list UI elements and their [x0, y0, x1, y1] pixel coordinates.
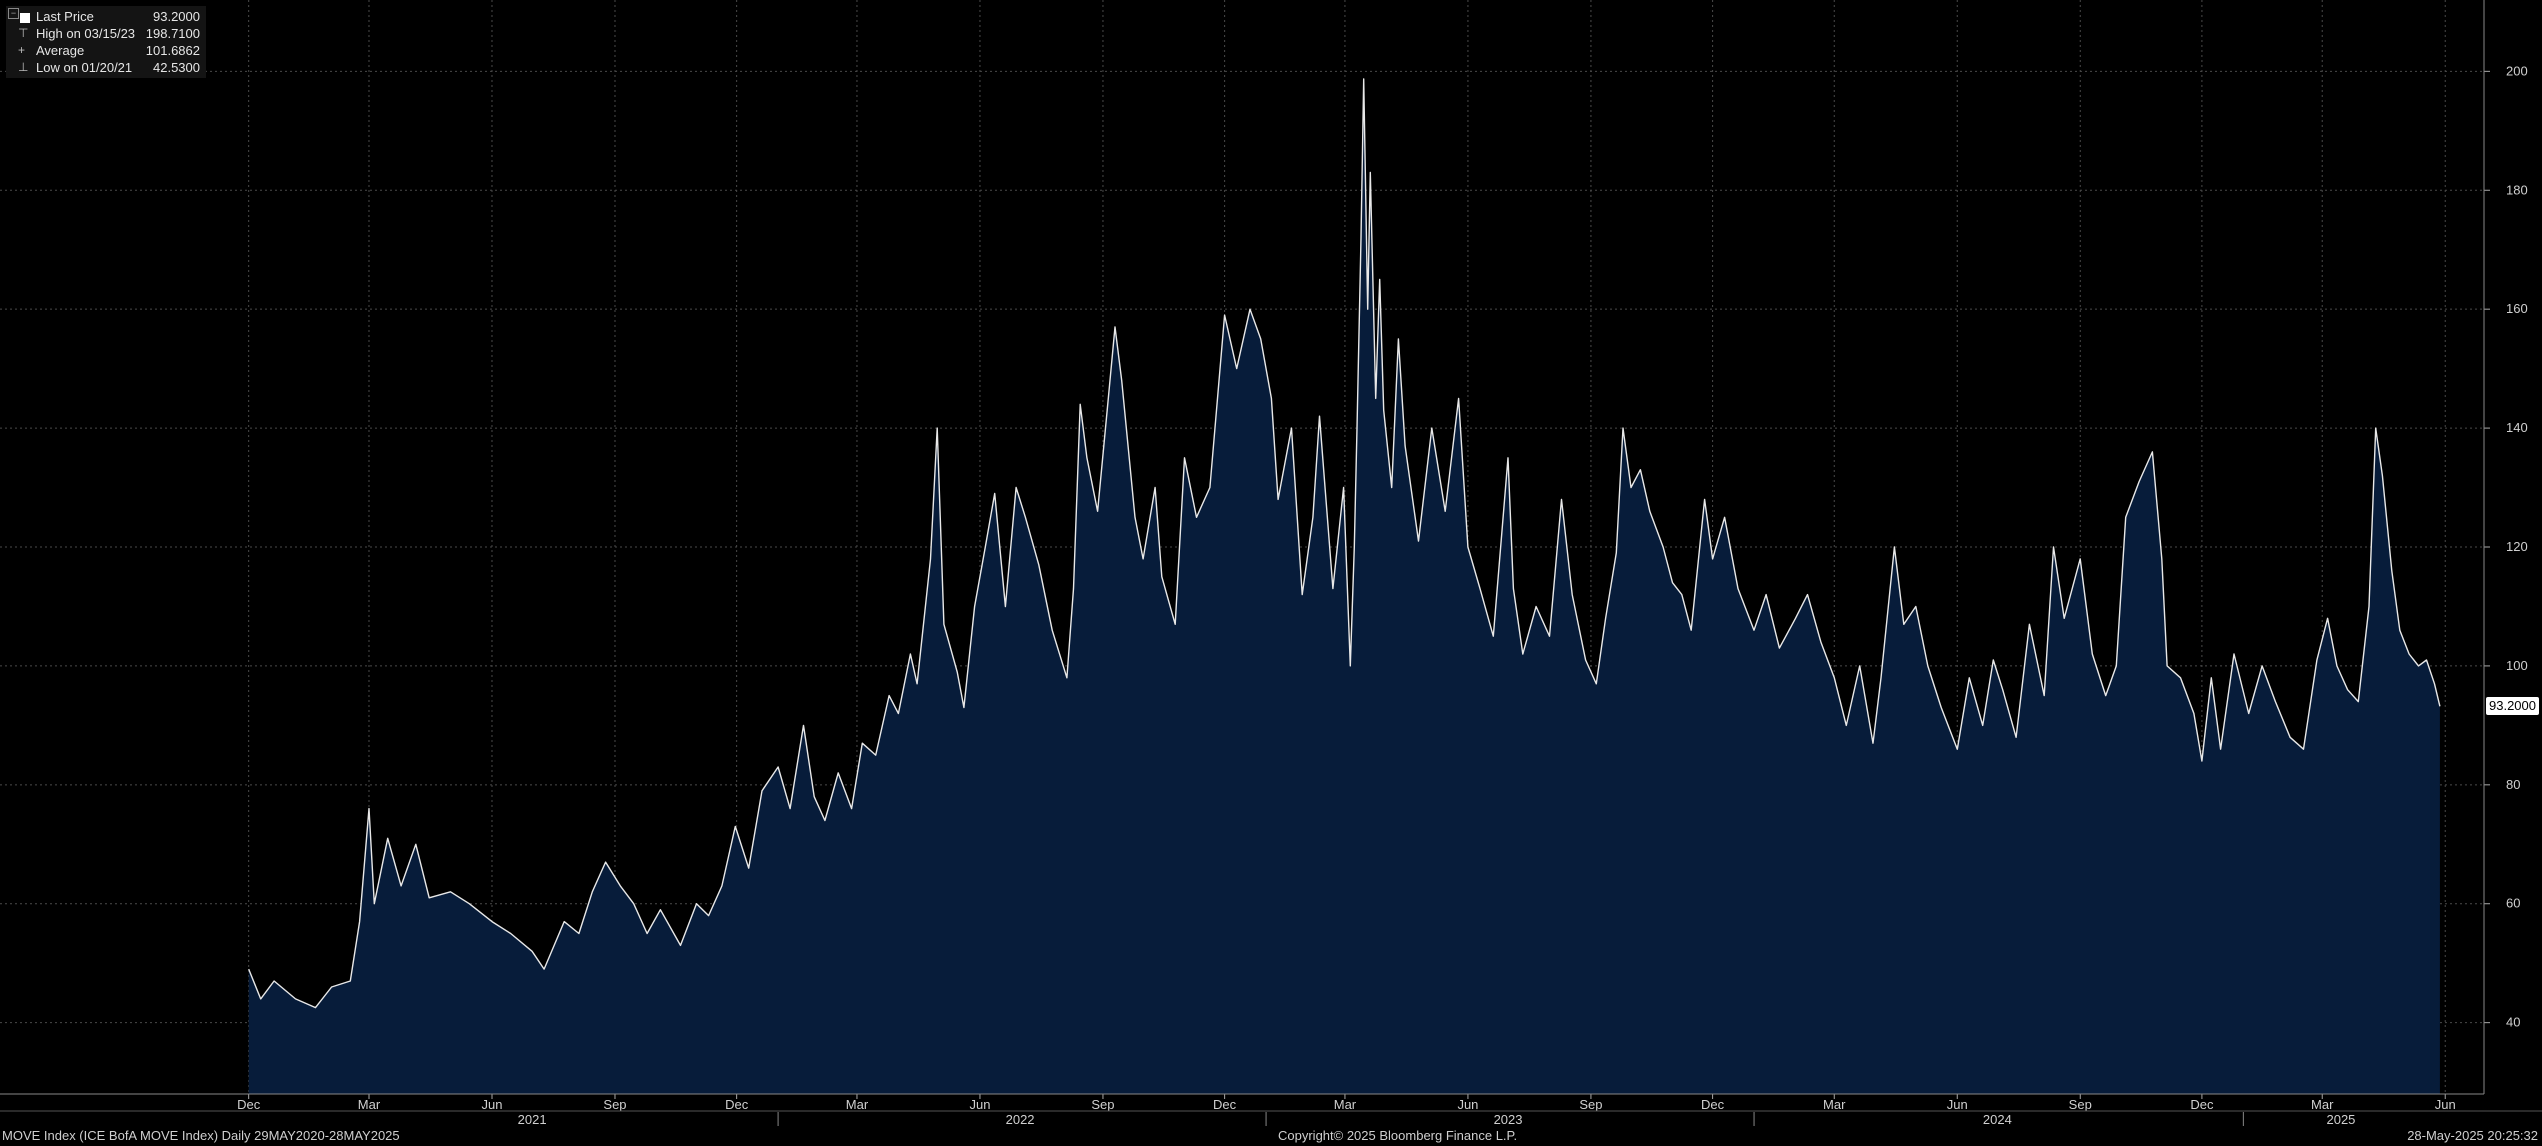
x-month-label: Jun	[969, 1097, 990, 1112]
legend-label: High on 03/15/23	[36, 26, 136, 41]
x-month-label: Dec	[2190, 1097, 2214, 1112]
x-month-label: Sep	[1091, 1097, 1114, 1112]
y-tick-label: 180	[2506, 182, 2528, 197]
y-tick-label: 100	[2506, 658, 2528, 673]
footer-security-info: MOVE Index (ICE BofA MOVE Index) Daily 2…	[2, 1128, 400, 1143]
legend-row-last-price: Last Price 93.2000	[6, 8, 206, 25]
legend-label: Low on 01/20/21	[36, 60, 133, 75]
last-price-tag: 93.2000	[2486, 697, 2539, 716]
x-month-label: Sep	[1579, 1097, 1602, 1112]
x-month-label: Jun	[1457, 1097, 1478, 1112]
legend-value: 198.7100	[145, 26, 200, 41]
x-month-label: Jun	[482, 1097, 503, 1112]
price-area-fill	[248, 79, 2440, 1094]
x-year-label: 2025	[2326, 1112, 2355, 1127]
x-month-label: Mar	[1823, 1097, 1846, 1112]
legend-label: Average	[36, 43, 85, 58]
x-year-label: 2021	[518, 1112, 547, 1127]
x-year-label: 2024	[1983, 1112, 2012, 1127]
x-month-label: Jun	[1947, 1097, 1968, 1112]
legend-row-average: + Average 101.6862	[6, 42, 206, 59]
x-month-label: Sep	[2069, 1097, 2092, 1112]
footer-timestamp: 28-May-2025 20:25:32	[2407, 1128, 2538, 1143]
x-month-label: Dec	[1213, 1097, 1237, 1112]
low-marker-icon: ⊥	[18, 60, 29, 74]
legend-box: − Last Price 93.2000 ⊤ High on 03/15/23 …	[6, 6, 206, 78]
y-tick-label: 80	[2506, 777, 2520, 792]
collapse-icon[interactable]: −	[8, 8, 19, 19]
footer-copyright: Copyright© 2025 Bloomberg Finance L.P.	[1278, 1128, 1518, 1143]
legend-row-low: ⊥ Low on 01/20/21 42.5300	[6, 59, 206, 76]
series-swatch-icon	[20, 13, 30, 23]
x-year-label: 2022	[1006, 1112, 1035, 1127]
x-month-label: Mar	[846, 1097, 869, 1112]
y-tick-label: 160	[2506, 301, 2528, 316]
x-month-label: Mar	[358, 1097, 381, 1112]
y-tick-label: 200	[2506, 63, 2528, 78]
x-month-label: Dec	[237, 1097, 261, 1112]
y-tick-label: 60	[2506, 896, 2520, 911]
high-marker-icon: ⊤	[18, 26, 29, 40]
y-tick-label: 40	[2506, 1015, 2520, 1030]
legend-value: 101.6862	[145, 43, 200, 58]
average-marker-icon: +	[18, 43, 26, 57]
x-month-label: Dec	[1701, 1097, 1725, 1112]
legend-value: 42.5300	[153, 60, 200, 75]
x-year-label: 2023	[1494, 1112, 1523, 1127]
price-line	[248, 78, 2441, 1009]
legend-label: Last Price	[36, 9, 94, 24]
y-tick-label: 120	[2506, 539, 2528, 554]
x-month-label: Jun	[2435, 1097, 2456, 1112]
x-month-label: Dec	[725, 1097, 749, 1112]
y-tick-label: 140	[2506, 420, 2528, 435]
legend-row-high: ⊤ High on 03/15/23 198.7100	[6, 25, 206, 42]
x-month-label: Mar	[1334, 1097, 1357, 1112]
x-month-label: Sep	[603, 1097, 626, 1112]
legend-value: 93.2000	[153, 9, 200, 24]
x-month-label: Mar	[2311, 1097, 2334, 1112]
